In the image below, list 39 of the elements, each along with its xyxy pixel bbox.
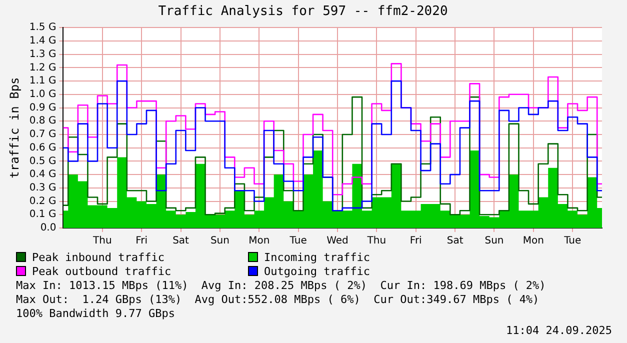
x-tick-label: Tue <box>288 236 307 247</box>
legend-label: Outgoing traffic <box>263 265 371 279</box>
x-tick-label: Sat <box>172 236 190 247</box>
y-axis-title: traffic in Bps <box>7 77 22 178</box>
y-tick-label: 1.3 G <box>29 48 56 60</box>
text: Max Out: 1.24 GBps (13%) Avg Out:552.08 MBps ( 6%) Cur Out:349.67 MBps ( 4%) <box>16 293 540 307</box>
y-tick-label: 0.7 G <box>29 129 56 140</box>
y-tick-label: 1.4 G <box>29 36 56 47</box>
x-tick-label: Thu <box>366 236 386 247</box>
x-tick-label: Wed <box>326 236 348 247</box>
y-tick-label: 0.0 <box>40 222 56 234</box>
legend-label: Peak outbound traffic <box>31 265 172 279</box>
chart-title: Traffic Analysis for 597 -- ffm2-2020 <box>158 4 448 20</box>
text: 11:04 24.09.2025 <box>505 324 612 338</box>
y-tick-label: 0.4 G <box>29 169 56 180</box>
x-tick-label: Sat <box>446 236 464 247</box>
legend-label: Incoming traffic <box>263 251 371 265</box>
y-tick-label: 1.0 G <box>29 88 56 100</box>
x-tick-label: Thu <box>92 236 112 247</box>
x-tick-label: Sun <box>484 236 504 247</box>
x-tick-label: Mon <box>522 236 544 247</box>
x-tick-label: Fri <box>136 236 148 247</box>
text: 100% Bandwidth 9.77 GBps <box>16 307 176 321</box>
y-tick-label: 0.9 G <box>29 102 56 114</box>
y-tick-label: 1.2 G <box>29 62 56 74</box>
y-tick-label: 0.6 G <box>29 142 56 154</box>
y-tick-label: 0.1 G <box>29 209 56 220</box>
y-tick-label: 0.3 G <box>29 182 56 194</box>
text: Max In: 1013.15 MBps (11%) Avg In: 208.25 MBps ( 2%) Cur In: 198.69 MBps ( 2%) <box>16 279 547 293</box>
y-tick-label: 0.2 G <box>29 196 56 207</box>
y-tick-label: 1.5 G <box>29 22 56 34</box>
x-tick-label: Sun <box>210 236 230 247</box>
legend-label: Peak inbound traffic <box>31 251 166 265</box>
x-tick-label: Mon <box>248 236 270 247</box>
x-tick-label: Fri <box>410 236 422 247</box>
x-tick-label: Tue <box>563 236 582 247</box>
y-tick-label: 0.5 G <box>29 156 56 167</box>
y-tick-label: 1.1 G <box>29 76 56 87</box>
y-tick-label: 0.8 G <box>29 116 56 127</box>
